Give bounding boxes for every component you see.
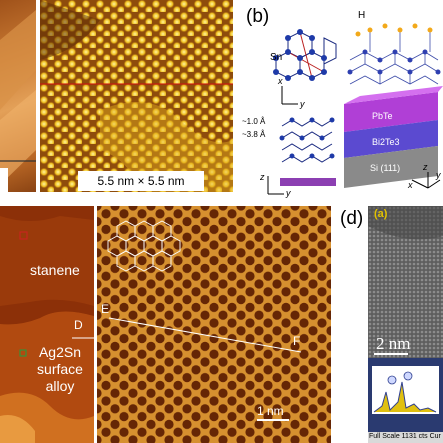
- layer-si: Si (111): [370, 163, 401, 173]
- marker-e: E: [101, 302, 110, 316]
- scale-label-box: 5.5 nm × 5.5 nm: [78, 171, 204, 191]
- panel-b-label: (b): [246, 6, 270, 27]
- panel-d-label: (d): [340, 208, 364, 229]
- axis-y-side: y: [286, 188, 291, 198]
- scale-label: 5.5 nm × 5.5 nm: [97, 174, 185, 188]
- region-ag2sn-line1: Ag2Sn: [38, 344, 82, 360]
- stm-image-atomic-lattice: 5.5 nm × 5.5 nm: [40, 0, 233, 192]
- distance-1: ~1.0 Å: [242, 117, 266, 126]
- axis-x-3d: x: [408, 180, 413, 190]
- tem-scale-2nm: 2 nm: [376, 334, 411, 353]
- marker-f: F: [293, 334, 301, 348]
- axis-z-side: z: [260, 172, 265, 182]
- distance-2: ~3.8 Å: [242, 130, 266, 139]
- atom-label-sn: Sn: [270, 52, 283, 63]
- region-ag2sn-line3: alloy: [45, 378, 75, 394]
- stm-image-stanene-alloy: stanene D Ag2Sn surface alloy: [0, 206, 94, 443]
- marker-d: D: [74, 318, 83, 332]
- layer-bi2te3: Bi2Te3: [372, 137, 400, 147]
- axis-y-3d: y: [436, 170, 441, 180]
- region-ag2sn-label: Ag2Sn surface alloy: [30, 344, 90, 395]
- tem-image: (a) 2 nm Full Scale 1131 cts Cur: [368, 206, 443, 443]
- axis-y-top: y: [300, 99, 305, 109]
- tem-inner-label: (a): [374, 208, 388, 220]
- axis-x-top: x: [278, 76, 283, 86]
- layer-pbte: PbTe: [372, 111, 393, 121]
- axis-z-3d: z: [423, 162, 428, 172]
- stm-image-honeycomb: E F 1 nm: [97, 206, 331, 443]
- scale-1nm: 1 nm: [257, 404, 284, 418]
- spectrum-caption: Full Scale 1131 cts Cur: [369, 433, 441, 440]
- region-ag2sn-line2: surface: [37, 361, 83, 377]
- panel-b-structure-diagram: (b): [240, 0, 443, 200]
- atom-label-h: H: [358, 10, 366, 21]
- stm-image-left-strip: [0, 0, 36, 192]
- region-stanene: stanene: [30, 262, 80, 278]
